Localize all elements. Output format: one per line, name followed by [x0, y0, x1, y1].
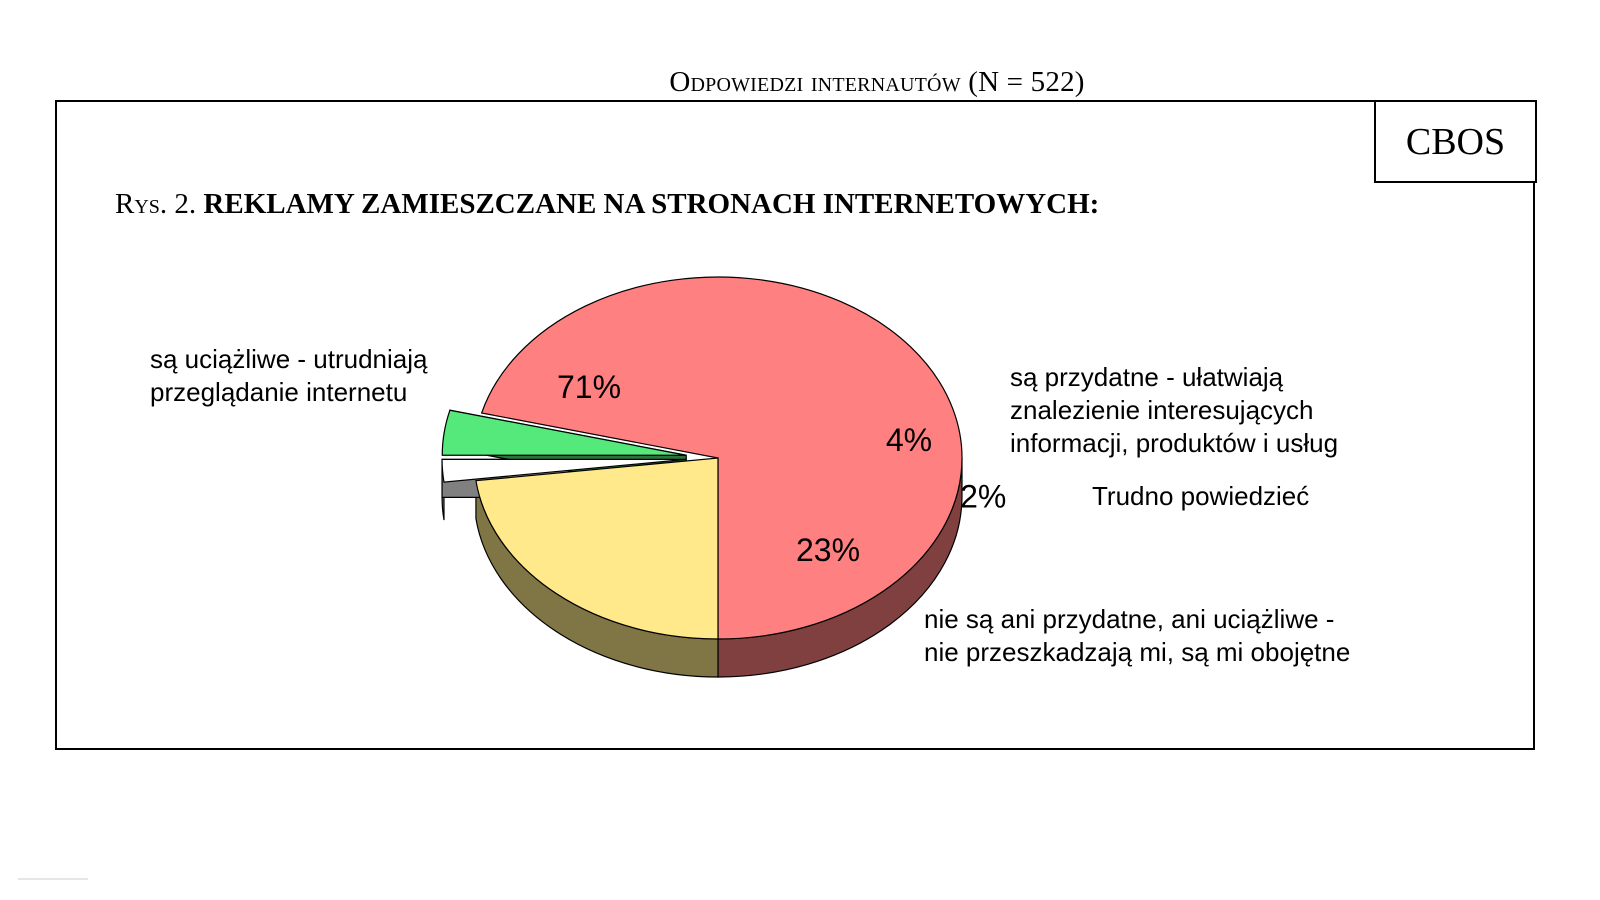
slice-0-value-label: 71%	[557, 369, 621, 405]
category-label-line: Trudno powiedzieć	[1092, 481, 1310, 511]
figure-title: Rys. 2. REKLAMY ZAMIESZCZANE NA STRONACH…	[115, 188, 1099, 221]
slice-1-top	[475, 457, 719, 640]
slice-2-top	[441, 458, 687, 483]
category-label-line: przeglądanie internetu	[150, 377, 408, 407]
slice-1-value-label: 23%	[796, 532, 860, 568]
category-label-burdensome: są uciążliwe - utrudniają przeglądanie in…	[150, 343, 427, 409]
page-edge-mark	[18, 878, 88, 880]
category-label-neutral: nie są ani przydatne, ani uciążliwe - nie…	[924, 603, 1350, 669]
category-label-line: znalezienie interesujących	[1010, 395, 1314, 425]
category-label-line: nie przeszkadzają mi, są mi obojętne	[924, 637, 1351, 667]
page-caption: Odpowiedzi internautów (N = 522)	[669, 66, 1085, 98]
category-label-line: informacji, produktów i usług	[1010, 428, 1339, 458]
figure-frame	[55, 100, 1535, 750]
slice-3-top	[441, 409, 687, 456]
slice-0-top	[480, 276, 963, 640]
pie-top-layer	[441, 276, 963, 640]
cbos-logo: CBOS	[1374, 100, 1537, 183]
category-label-line: są przydatne - ułatwiają	[1010, 362, 1284, 392]
figure-title-text: REKLAMY ZAMIESZCZANE NA STRONACH INTERNE…	[203, 188, 1100, 220]
slice-3-value-label: 4%	[886, 422, 932, 458]
slice-2-value-label: 2%	[960, 479, 1006, 515]
category-label-hard-to-say: Trudno powiedzieć	[1092, 480, 1309, 513]
category-label-useful: są przydatne - ułatwiają znalezienie inte…	[1010, 361, 1338, 460]
figure-number: Rys. 2.	[115, 188, 197, 220]
category-label-line: nie są ani przydatne, ani uciążliwe -	[924, 604, 1335, 634]
category-label-line: są uciążliwe - utrudniają	[150, 344, 428, 374]
